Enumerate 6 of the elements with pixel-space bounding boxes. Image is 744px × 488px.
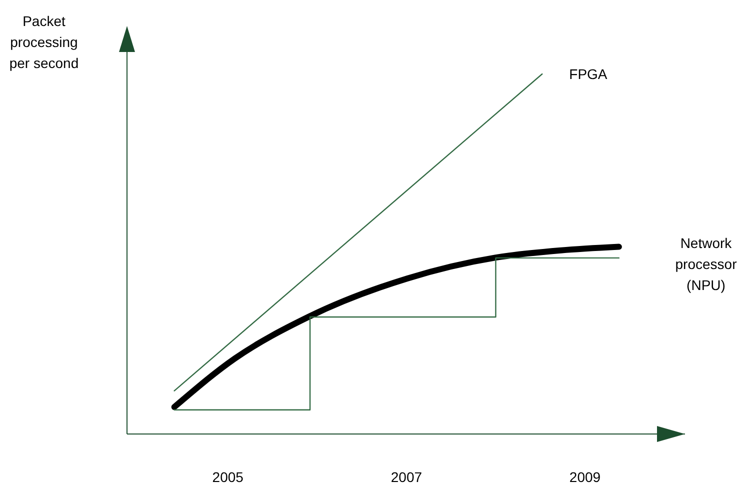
x-tick-label: 2007 [390, 468, 422, 485]
x-tick-label: 2005 [212, 468, 244, 485]
series-label: FPGA [569, 66, 608, 82]
text: Network processor (NPU) [675, 234, 738, 293]
y-axis-title: Packet processing per second [9, 13, 79, 71]
x-tick-label: 2009 [569, 468, 601, 485]
